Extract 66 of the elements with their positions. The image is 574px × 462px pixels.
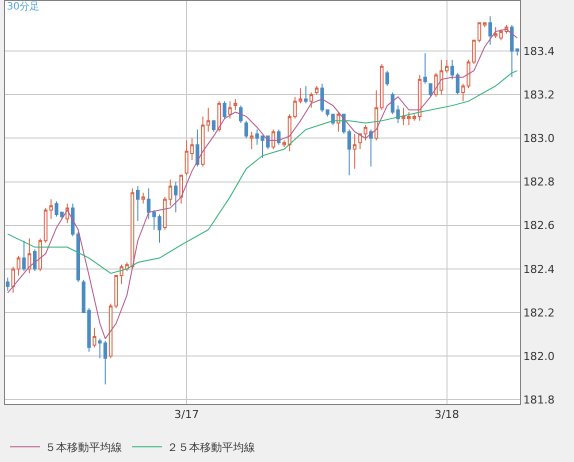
y-tick-label: 182.6 — [523, 219, 555, 232]
candlestick — [217, 100, 221, 132]
y-tick-label: 182.8 — [523, 176, 555, 189]
x-tick-label: 3/17 — [174, 408, 199, 422]
x-tick-label: 3/18 — [434, 408, 460, 422]
candlestick — [250, 131, 254, 150]
candlestick — [418, 74, 422, 122]
candlestick — [228, 100, 232, 120]
candlestick — [22, 240, 26, 272]
candlestick — [206, 107, 210, 132]
candlestick — [309, 92, 314, 108]
candlestick — [146, 188, 150, 220]
candlestick — [201, 116, 205, 168]
candlestick — [282, 140, 286, 148]
candlestick — [336, 112, 340, 132]
candlestick — [369, 129, 373, 168]
candlestick — [141, 192, 146, 204]
candlestick — [136, 186, 140, 222]
y-tick-label: 182.0 — [523, 350, 555, 363]
legend-label: ２５本移動平均線 — [167, 441, 255, 454]
candlestick — [234, 98, 238, 110]
candlestick — [428, 83, 432, 98]
candlestick — [108, 303, 113, 359]
candlestick — [238, 105, 243, 124]
candlestick — [510, 24, 514, 78]
candlestick — [44, 207, 48, 244]
candlestick — [276, 129, 281, 146]
candlestick — [49, 198, 53, 220]
candlestick — [32, 248, 37, 272]
candlestick — [179, 174, 184, 204]
chart-title: 30分足 — [6, 0, 40, 12]
candlestick — [456, 72, 460, 96]
candlestick — [482, 22, 487, 28]
y-tick-label: 182.2 — [523, 306, 555, 320]
candlestick — [272, 129, 276, 150]
y-tick-label: 183.2 — [523, 88, 555, 102]
y-tick-label: 183.0 — [523, 132, 555, 146]
candlestick — [385, 70, 390, 86]
candlestick — [244, 120, 248, 139]
y-tick-label: 182.4 — [523, 262, 555, 276]
candlestick — [423, 52, 427, 84]
candlestick — [352, 133, 356, 170]
candlestick — [488, 16, 492, 46]
candlestick — [515, 48, 520, 56]
candlestick — [6, 277, 10, 292]
y-tick-label: 181.8 — [523, 393, 555, 406]
legend-label: ５本移動平均線 — [45, 441, 122, 454]
candlestick — [222, 100, 226, 120]
candlestick — [174, 181, 178, 213]
candlestick — [380, 64, 384, 110]
candlestick — [212, 120, 216, 132]
candlestick — [98, 338, 102, 359]
candlestick — [103, 340, 108, 385]
y-tick-label: 183.4 — [523, 44, 555, 58]
candlestick — [444, 59, 449, 74]
candlestick — [196, 129, 200, 168]
candlestick — [412, 114, 416, 122]
candlestick — [374, 90, 378, 141]
candlestick — [76, 231, 80, 283]
candlestick — [314, 85, 319, 96]
candlestick — [92, 327, 96, 348]
candlestick — [347, 129, 352, 176]
candlestick — [304, 85, 308, 104]
candlestick — [28, 238, 32, 274]
candlestick — [450, 59, 454, 80]
candlestick — [70, 203, 75, 237]
